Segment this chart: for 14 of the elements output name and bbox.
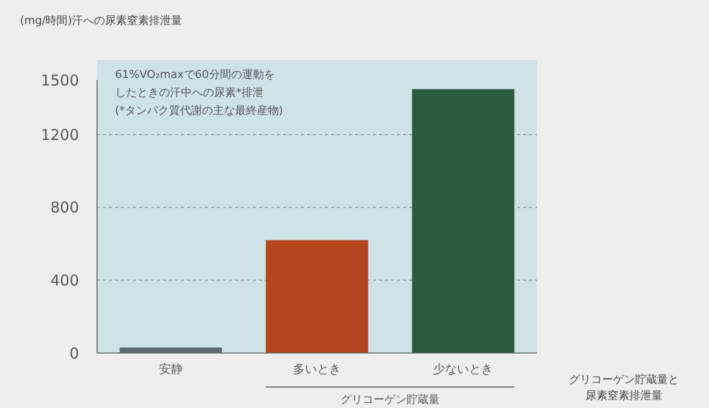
text: グリコーゲン貯蔵量 [340,393,440,406]
x-tick-label: 少ないとき [433,362,494,376]
y-tick-label: 800 [50,198,79,217]
annotation: 61%VO₂maxで60分間の運動をしたときの汗中への尿素*排泄(*タンパク質代謝の主な最終産物) [115,68,284,117]
bar [412,89,514,353]
bar [266,240,368,353]
x-tick-label: 多いとき [293,362,341,376]
y-tick-label: 1200 [40,126,79,144]
y-tick-label: 400 [50,271,79,290]
y-tick-label: 0 [69,344,79,362]
x-tick-label: 安静 [158,362,183,376]
y-tick-label: 1500 [40,71,79,90]
text: グリコーゲン貯蔵量と尿素窒素排泄量 [569,373,679,402]
y-axis-title: (mg/時間)汗への尿素窒素排泄量 [20,14,182,27]
